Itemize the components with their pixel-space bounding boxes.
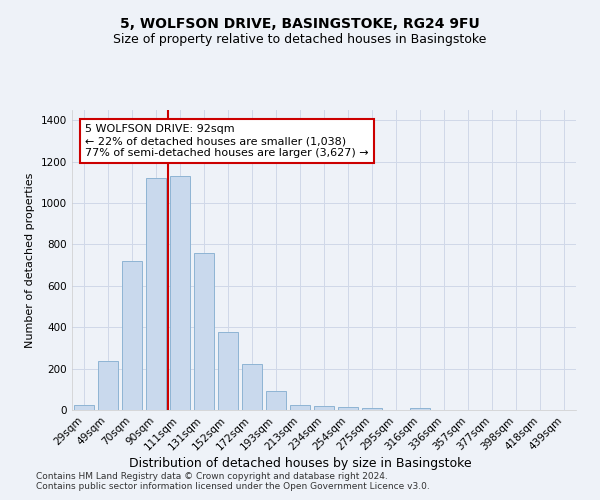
Bar: [122, 261, 142, 410]
Text: Contains public sector information licensed under the Open Government Licence v3: Contains public sector information licen…: [36, 482, 430, 491]
Bar: [194, 253, 214, 410]
Bar: [410, 408, 430, 410]
Text: Distribution of detached houses by size in Basingstoke: Distribution of detached houses by size …: [128, 458, 472, 470]
Bar: [146, 178, 166, 410]
Text: 5, WOLFSON DRIVE, BASINGSTOKE, RG24 9FU: 5, WOLFSON DRIVE, BASINGSTOKE, RG24 9FU: [120, 18, 480, 32]
Bar: [266, 392, 286, 410]
Bar: [218, 332, 238, 410]
Bar: [314, 406, 334, 410]
Bar: [98, 362, 118, 410]
Text: 5 WOLFSON DRIVE: 92sqm
← 22% of detached houses are smaller (1,038)
77% of semi-: 5 WOLFSON DRIVE: 92sqm ← 22% of detached…: [85, 124, 369, 158]
Bar: [242, 364, 262, 410]
Bar: [170, 176, 190, 410]
Bar: [290, 405, 310, 410]
Bar: [74, 405, 94, 410]
Y-axis label: Number of detached properties: Number of detached properties: [25, 172, 35, 348]
Bar: [362, 408, 382, 410]
Text: Size of property relative to detached houses in Basingstoke: Size of property relative to detached ho…: [113, 32, 487, 46]
Bar: [338, 407, 358, 410]
Text: Contains HM Land Registry data © Crown copyright and database right 2024.: Contains HM Land Registry data © Crown c…: [36, 472, 388, 481]
